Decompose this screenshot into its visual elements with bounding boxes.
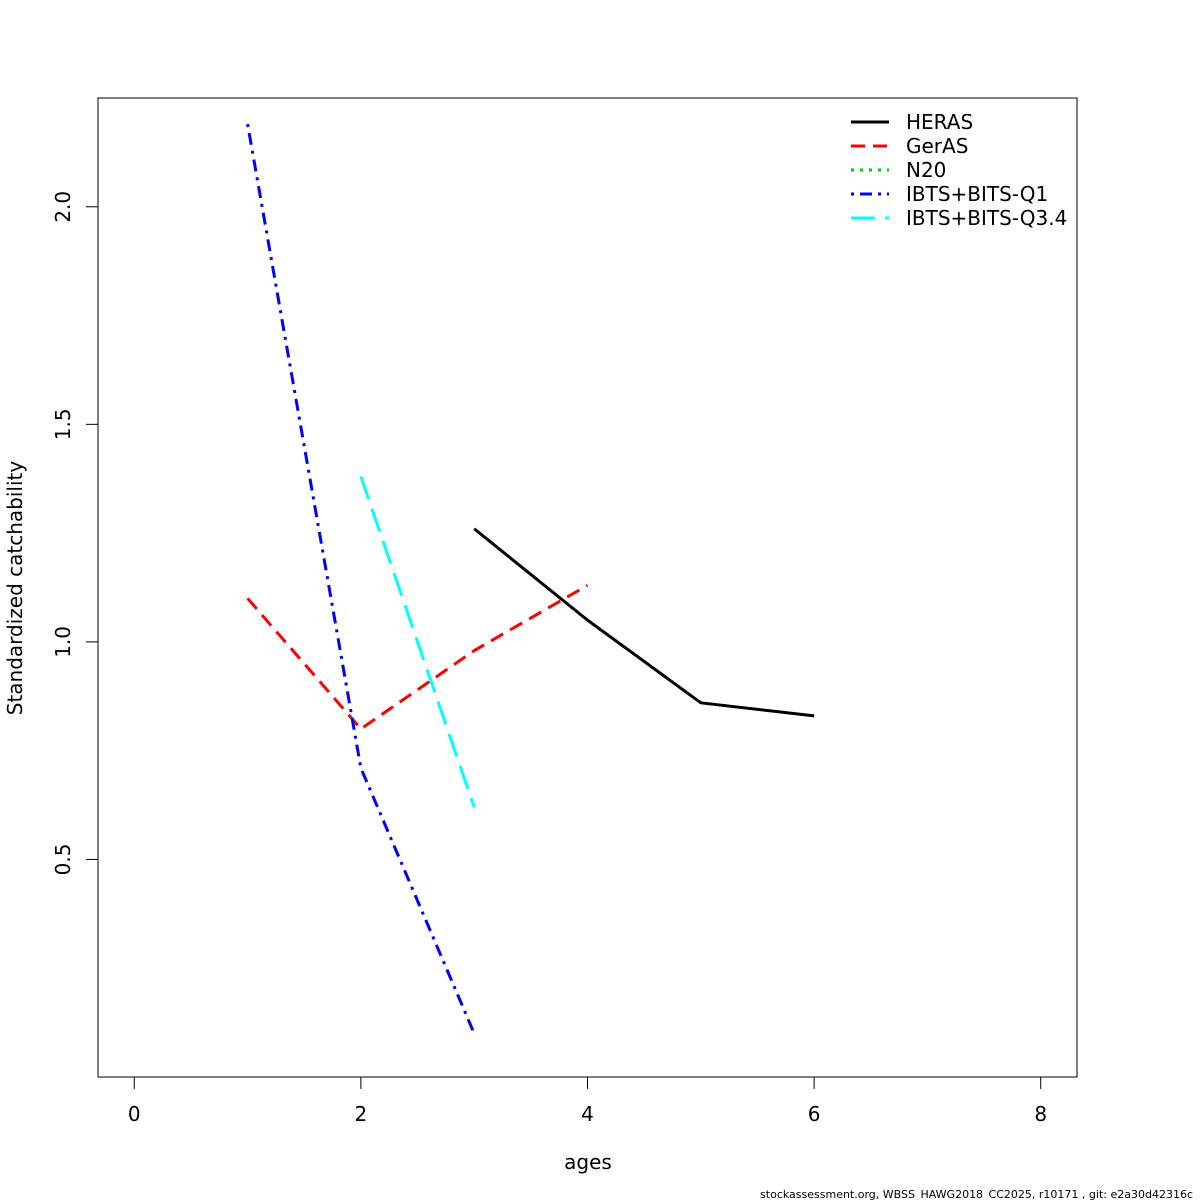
- y-axis: 0.5 1.0 1.5 2.0: [51, 191, 99, 876]
- x-tick-label: 0: [128, 1102, 141, 1126]
- y-tick-label: 2.0: [51, 191, 75, 223]
- legend-label-geras: GerAS: [906, 134, 968, 158]
- series-layer: [246, 123, 815, 1035]
- series-line-ibts-bits-q1: [246, 123, 476, 1035]
- legend-label-ibts-bits-q3-4: IBTS+BITS-Q3.4: [906, 206, 1067, 230]
- x-tick-label: 8: [1034, 1102, 1047, 1126]
- legend-label-heras: HERAS: [906, 110, 973, 134]
- y-axis-label: Standardized catchability: [3, 461, 27, 716]
- y-tick-label: 0.5: [51, 844, 75, 876]
- x-axis-label: ages: [564, 1150, 612, 1174]
- x-tick-label: 4: [581, 1102, 594, 1126]
- x-axis: 0 2 4 6 8: [128, 1076, 1047, 1126]
- x-tick-label: 2: [355, 1102, 368, 1126]
- legend-label-n20: N20: [906, 158, 946, 182]
- plot-frame: [97, 97, 1078, 1078]
- y-tick-label: 1.0: [51, 626, 75, 658]
- x-tick-label: 6: [808, 1102, 821, 1126]
- legend-label-ibts-bits-q1: IBTS+BITS-Q1: [906, 182, 1048, 206]
- series-line-geras: [246, 584, 589, 731]
- footer-text: stockassessment.org, WBSS_HAWG2018_CC202…: [760, 1188, 1193, 1200]
- series-line-ibts-bits-q3-4: [359, 476, 476, 808]
- series-line-heras: [473, 527, 815, 718]
- y-tick-label: 1.5: [51, 408, 75, 440]
